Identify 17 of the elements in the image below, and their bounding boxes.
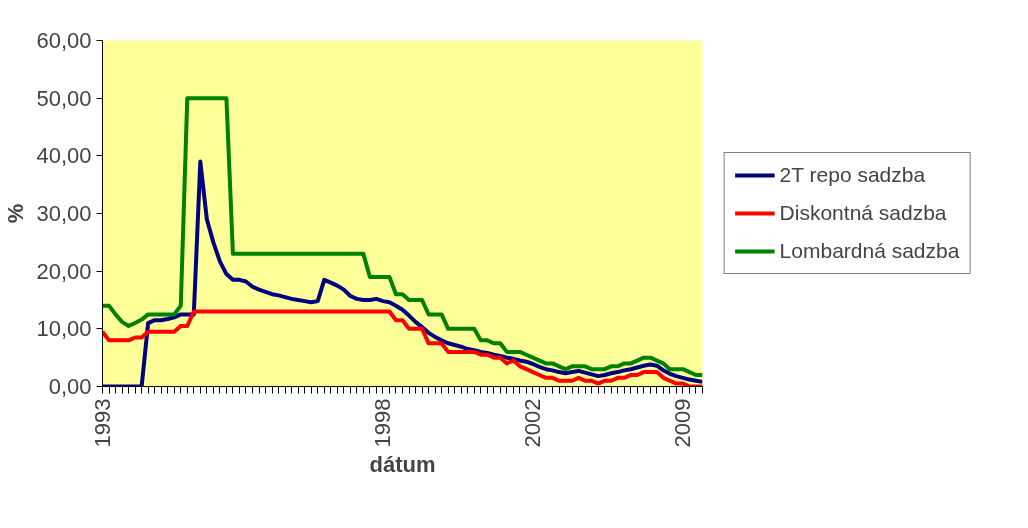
x-tick-label: 2002	[520, 398, 546, 448]
legend-label: 2T repo sadzba	[779, 163, 926, 187]
y-axis-title: %	[3, 203, 29, 224]
y-tick-label: 20,00	[36, 258, 92, 284]
y-tick-label: 10,00	[36, 316, 92, 342]
y-tick-label: 50,00	[36, 85, 92, 111]
legend-label: Lombardná sadzba	[779, 239, 960, 263]
x-tick-label: 2009	[670, 398, 696, 448]
y-tick-label: 30,00	[36, 201, 92, 226]
x-tick-label: 1998	[370, 398, 396, 448]
legend-label: Diskontná sadzba	[779, 201, 947, 225]
y-tick-label: 60,00	[36, 28, 92, 53]
line-series	[102, 96, 703, 377]
y-tick-label: 40,00	[36, 143, 92, 169]
y-tick-label: 0,00	[48, 374, 92, 399]
x-tick-label: 1993	[90, 398, 115, 448]
x-axis-title: dátum	[369, 452, 436, 478]
